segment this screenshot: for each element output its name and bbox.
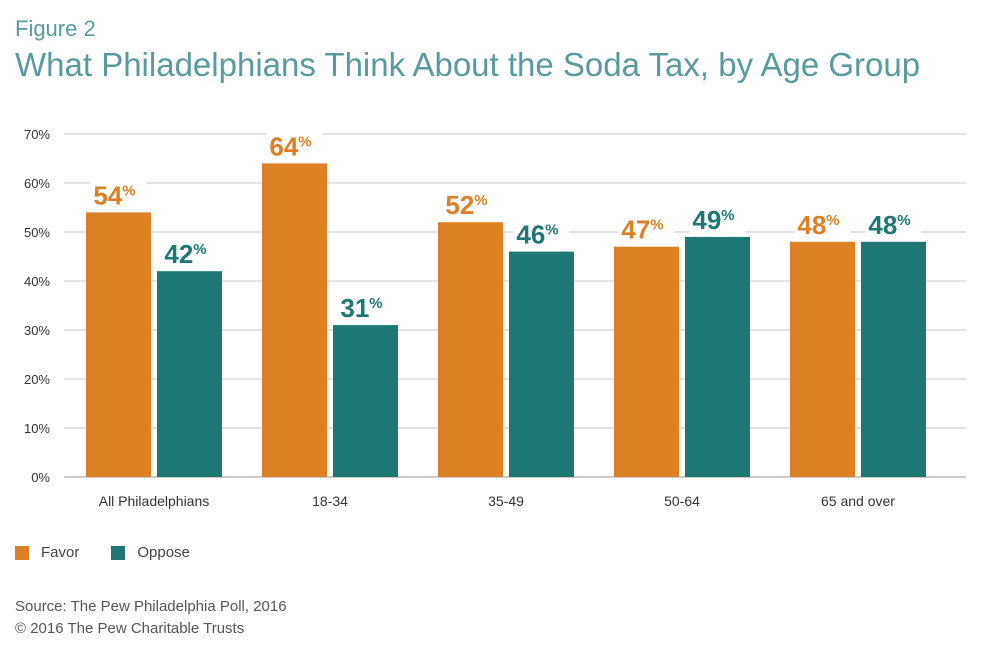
y-tick-label: 50% xyxy=(24,225,50,240)
x-tick-label: 18-34 xyxy=(312,493,348,509)
data-label-backdrop xyxy=(266,131,323,162)
copyright-text: © 2016 The Pew Charitable Trusts xyxy=(15,620,245,637)
data-label: 48% xyxy=(797,210,839,240)
legend-label-oppose: Oppose xyxy=(137,544,190,561)
x-tick-label: 35-49 xyxy=(488,493,524,509)
data-label: 48% xyxy=(868,210,910,240)
data-label-backdrop xyxy=(442,190,499,221)
source-note: Source: The Pew Philadelphia Poll, 2016 … xyxy=(15,596,287,640)
legend-swatch-oppose xyxy=(111,545,126,560)
data-label-backdrop xyxy=(337,293,394,324)
bar-oppose xyxy=(157,271,222,477)
bar-chart: 0% 10% 20% 30% 40% 50% 60% 70% All Philadelphian… xyxy=(24,127,966,509)
x-tick-label: 65 and over xyxy=(821,493,895,509)
bar-favor xyxy=(86,212,151,477)
data-label: 54% xyxy=(93,180,135,210)
legend: Favor Oppose xyxy=(15,544,222,561)
source-text: Source: The Pew Philadelphia Poll, 2016 xyxy=(15,598,287,615)
legend-swatch-favor xyxy=(15,545,29,560)
bar-oppose xyxy=(509,251,574,477)
chart-title: What Philadelphians Think About the Soda… xyxy=(15,46,921,83)
y-tick-label: 60% xyxy=(24,176,50,191)
bar-favor xyxy=(790,241,855,477)
bar-oppose xyxy=(685,236,750,477)
bar-oppose xyxy=(333,325,398,477)
y-tick-label: 40% xyxy=(24,274,50,289)
legend-item-oppose: Oppose xyxy=(111,544,190,561)
data-label-backdrop xyxy=(794,209,851,240)
x-tick-label: 50-64 xyxy=(664,493,700,509)
data-label: 52% xyxy=(445,190,487,220)
data-label: 46% xyxy=(516,220,558,250)
data-label-backdrop xyxy=(161,239,218,270)
legend-item-favor: Favor xyxy=(15,544,79,561)
data-label-backdrop xyxy=(513,219,570,250)
data-label: 31% xyxy=(340,293,382,323)
data-label-backdrop xyxy=(90,180,147,211)
bar-oppose xyxy=(861,241,926,477)
data-label: 42% xyxy=(164,239,206,269)
figure-label: Figure 2 xyxy=(15,16,96,41)
data-label-backdrop xyxy=(618,214,675,245)
data-label: 47% xyxy=(621,215,663,245)
bar-favor xyxy=(438,222,503,477)
data-label: 49% xyxy=(692,205,734,235)
bar-favor xyxy=(262,163,327,477)
y-tick-label: 20% xyxy=(24,372,50,387)
y-tick-label: 0% xyxy=(31,470,50,485)
legend-label-favor: Favor xyxy=(41,544,80,561)
data-label-backdrop xyxy=(865,209,922,240)
y-tick-label: 30% xyxy=(24,323,50,338)
y-tick-label: 70% xyxy=(24,127,50,142)
y-tick-label: 10% xyxy=(24,421,50,436)
x-tick-label: All Philadelphians xyxy=(99,493,210,509)
data-label: 64% xyxy=(269,131,311,161)
bar-favor xyxy=(614,246,679,477)
data-label-backdrop xyxy=(689,204,746,235)
